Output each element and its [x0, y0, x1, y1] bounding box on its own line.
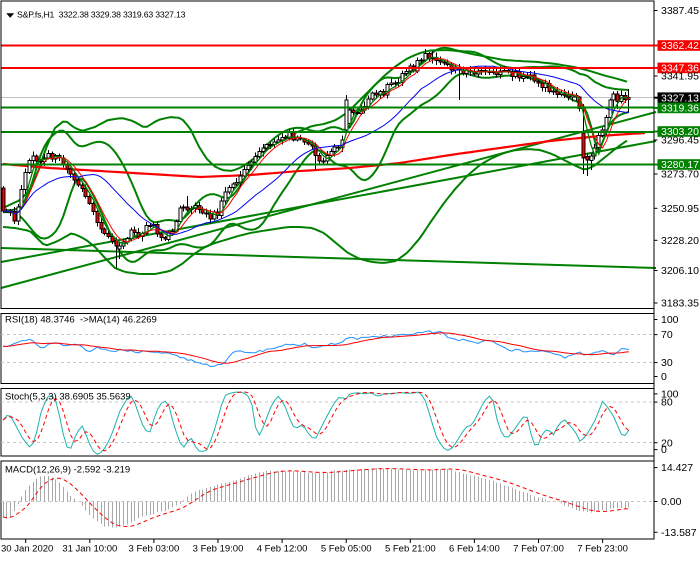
- svg-text:31 Jan 10:00: 31 Jan 10:00: [62, 544, 117, 555]
- svg-text:3387.45: 3387.45: [661, 5, 699, 17]
- svg-text:100: 100: [661, 314, 679, 326]
- svg-text:3341.95: 3341.95: [661, 71, 699, 83]
- svg-text:80: 80: [661, 397, 673, 409]
- svg-text:3 Feb 19:00: 3 Feb 19:00: [193, 544, 244, 555]
- svg-text:30: 30: [661, 357, 673, 369]
- svg-text:3250.95: 3250.95: [661, 203, 699, 215]
- svg-text:6 Feb 14:00: 6 Feb 14:00: [449, 544, 500, 555]
- svg-text:70: 70: [661, 329, 673, 341]
- svg-text:14.427: 14.427: [661, 462, 693, 474]
- svg-text:3206.10: 3206.10: [661, 265, 699, 277]
- svg-text:0: 0: [661, 444, 667, 456]
- svg-text:Stoch(5,3,3) 38.6905 35.5639: Stoch(5,3,3) 38.6905 35.5639: [5, 392, 131, 403]
- svg-text:-13.587: -13.587: [661, 527, 697, 539]
- svg-text:7 Feb 23:00: 7 Feb 23:00: [577, 544, 628, 555]
- svg-text:3296.45: 3296.45: [661, 135, 699, 147]
- svg-text:0.00: 0.00: [661, 496, 682, 508]
- svg-text:RSI(18) 48.3746 ->MA(14) 46.2: RSI(18) 48.3746 ->MA(14) 46.2269: [5, 315, 157, 326]
- svg-text:5 Feb 21:00: 5 Feb 21:00: [385, 544, 436, 555]
- svg-text:4 Feb 12:00: 4 Feb 12:00: [257, 544, 308, 555]
- svg-text:5 Feb 05:00: 5 Feb 05:00: [321, 544, 372, 555]
- svg-text:7 Feb 07:00: 7 Feb 07:00: [513, 544, 564, 555]
- svg-text:3183.35: 3183.35: [661, 298, 699, 310]
- svg-text:3319.36: 3319.36: [661, 103, 699, 115]
- svg-text:S&P.fs,H1 3322.38 3329.38 331: S&P.fs,H1 3322.38 3329.38 3319.63 3327.1…: [17, 9, 186, 19]
- svg-text:30 Jan 2020: 30 Jan 2020: [1, 544, 53, 555]
- svg-text:0: 0: [661, 371, 667, 383]
- svg-text:MACD(12,26,9) -2.592 -3.219: MACD(12,26,9) -2.592 -3.219: [5, 465, 130, 476]
- svg-text:3228.20: 3228.20: [661, 235, 699, 247]
- svg-text:3273.70: 3273.70: [661, 169, 699, 181]
- svg-text:3 Feb 03:00: 3 Feb 03:00: [129, 544, 180, 555]
- svg-text:3362.42: 3362.42: [661, 40, 699, 52]
